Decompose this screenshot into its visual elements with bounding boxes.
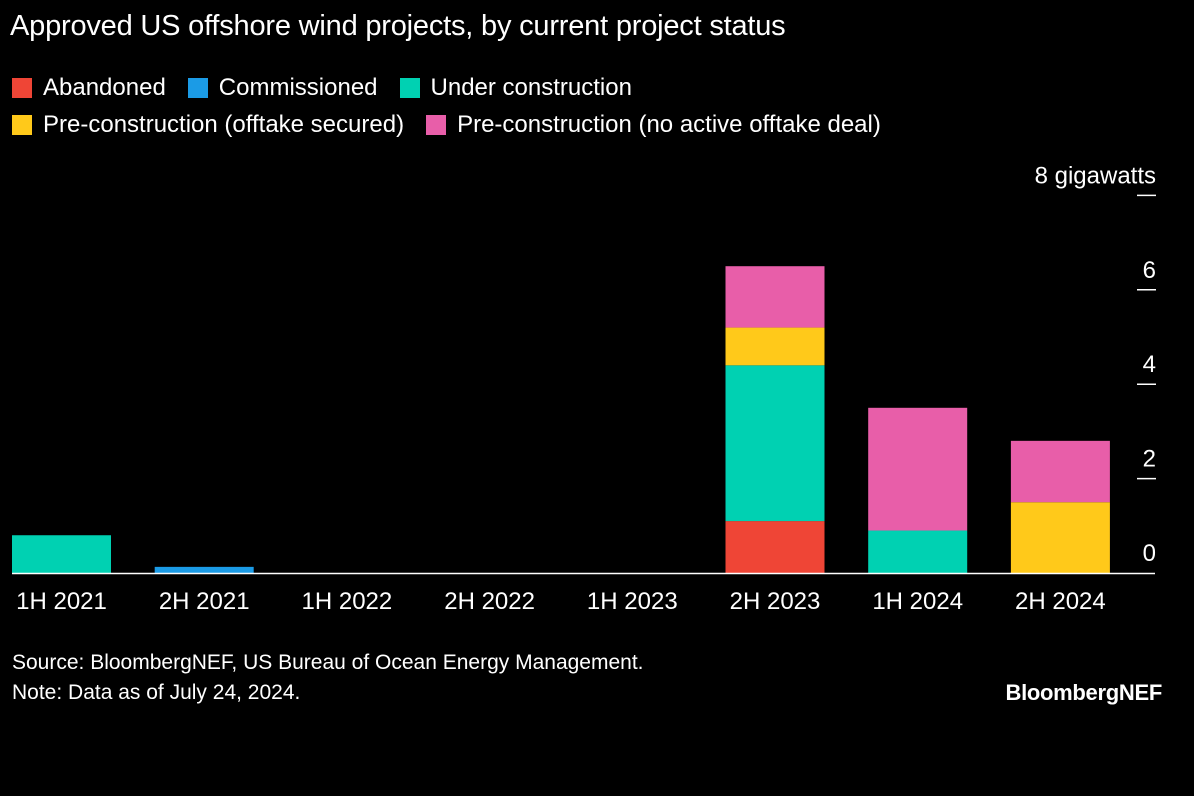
source-note: Source: BloombergNEF, US Bureau of Ocean…: [12, 651, 644, 674]
legend-swatch-under-construction: [399, 78, 420, 98]
x-tick-label-2h-2023: 2H 2023: [730, 588, 821, 615]
bar-1h-2021-under-construction: [12, 535, 111, 573]
bar-1h-2024-under-construction: [868, 530, 968, 573]
legend-row-2: Pre-construction (offtake secured) Pre-c…: [12, 111, 903, 139]
bar-2h-2023-pre-construction-offtake-secured: [725, 327, 825, 366]
x-tick-label-2h-2024: 2H 2024: [1015, 588, 1106, 615]
legend-label-no-offtake: Pre-construction (no active offtake deal…: [457, 111, 881, 138]
x-tick-label-1h-2024: 1H 2024: [872, 588, 963, 615]
legend-row-1: Abandoned Commissioned Under constructio…: [12, 74, 654, 102]
legend-item-abandoned: Abandoned: [12, 74, 166, 102]
stacked-bar-chart: 1H 2021 2H 2021 1H 2022 2H 2022 1H 2023 2H 20…: [12, 162, 1156, 615]
y-tick-label-2: 2: [1143, 446, 1156, 473]
bar-2h-2023-pre-construction-no-active-offtake-deal: [725, 266, 825, 328]
legend-swatch-no-offtake: [426, 115, 447, 135]
chart-title: Approved US offshore wind projects, by c…: [10, 10, 786, 42]
data-note: Note: Data as of July 24, 2024.: [12, 681, 301, 704]
bar-1h-2024-pre-construction-no-active-offtake-deal: [868, 407, 968, 531]
y-tick-label-8: 8 gigawatts: [1035, 162, 1156, 189]
bar-2h-2024-pre-construction-offtake-secured: [1010, 502, 1110, 573]
bar-2h-2024-pre-construction-no-active-offtake-deal: [1010, 440, 1110, 503]
bar-2h-2023-abandoned: [725, 521, 825, 573]
x-tick-label-2h-2022: 2H 2022: [444, 588, 535, 615]
legend-label-commissioned: Commissioned: [218, 74, 378, 101]
legend-item-offtake-secured: Pre-construction (offtake secured): [12, 111, 404, 139]
x-tick-label-1h-2023: 1H 2023: [587, 588, 678, 615]
x-tick-label-1h-2021: 1H 2021: [16, 588, 107, 615]
brand-logo: BloombergNEF: [1005, 680, 1162, 705]
legend-label-offtake-secured: Pre-construction (offtake secured): [43, 111, 405, 138]
x-tick-label-2h-2021: 2H 2021: [159, 588, 250, 615]
y-tick-label-4: 4: [1143, 351, 1156, 378]
legend-swatch-offtake-secured: [12, 115, 32, 135]
legend-label-under-construction: Under construction: [430, 74, 632, 101]
legend-swatch-abandoned: [12, 78, 32, 98]
legend-item-no-offtake: Pre-construction (no active offtake deal…: [426, 111, 881, 139]
y-tick-label-6: 6: [1143, 257, 1156, 284]
bar-2h-2023-under-construction: [725, 365, 825, 522]
bar-2h-2021-commissioned: [154, 566, 254, 573]
legend-swatch-commissioned: [187, 78, 208, 98]
legend-item-under-construction: Under construction: [399, 74, 632, 102]
y-tick-label-0: 0: [1143, 540, 1156, 567]
x-tick-label-1h-2022: 1H 2022: [302, 588, 393, 615]
legend-item-commissioned: Commissioned: [187, 74, 378, 102]
legend-label-abandoned: Abandoned: [43, 74, 166, 101]
